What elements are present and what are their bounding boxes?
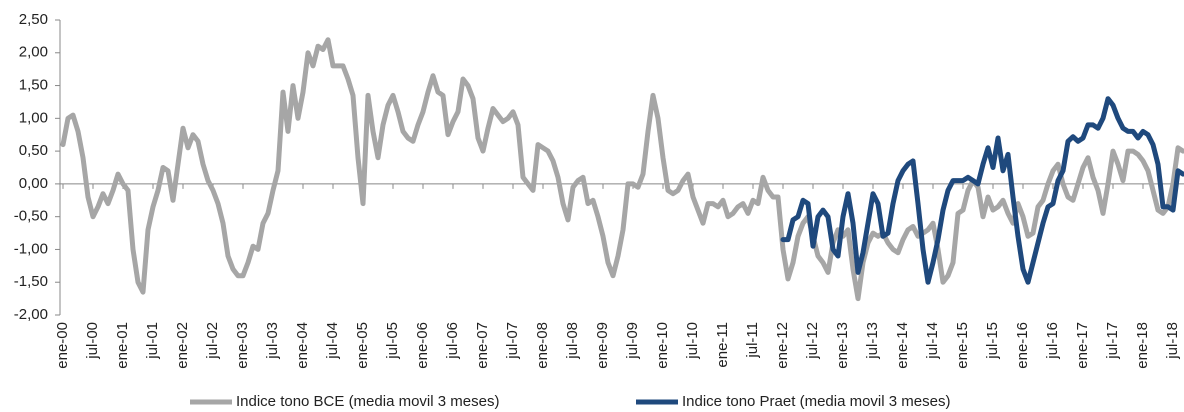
- x-tick-label: jul-12: [804, 322, 821, 360]
- x-tick-label: ene-04: [294, 322, 311, 369]
- x-tick-label: jul-00: [84, 322, 101, 360]
- x-tick-label: ene-18: [1134, 322, 1151, 369]
- x-tick-label: ene-00: [54, 322, 71, 369]
- x-tick-label: jul-01: [144, 322, 161, 360]
- series-line: [60, 37, 1184, 302]
- x-tick-label: ene-15: [954, 322, 971, 369]
- x-tick-label: jul-11: [744, 322, 761, 359]
- x-tick-label: jul-13: [864, 322, 881, 360]
- x-tick-label: jul-03: [264, 322, 281, 360]
- y-tick-label: -2,00: [14, 306, 48, 323]
- x-tick-label: ene-11: [714, 322, 731, 368]
- x-tick-label: ene-09: [594, 322, 611, 369]
- y-tick-label: 1,50: [19, 77, 48, 94]
- y-tick-label: 0,50: [19, 142, 48, 159]
- x-tick-label: jul-14: [924, 322, 941, 360]
- y-tick-label: -0,50: [14, 208, 48, 225]
- y-tick-label: 1,00: [19, 109, 48, 126]
- x-tick-label: ene-08: [534, 322, 551, 369]
- legend-label: Indice tono BCE (media movil 3 meses): [236, 393, 499, 410]
- x-tick-label: jul-09: [624, 322, 641, 360]
- x-tick-label: jul-15: [984, 322, 1001, 360]
- x-tick-label: jul-06: [444, 322, 461, 360]
- x-tick-label: jul-10: [684, 322, 701, 360]
- x-tick-label: ene-12: [774, 322, 791, 369]
- x-tick-label: jul-05: [384, 322, 401, 360]
- x-tick-label: jul-02: [204, 322, 221, 360]
- legend-label: Indice tono Praet (media movil 3 meses): [682, 393, 950, 410]
- x-tick-label: ene-07: [474, 322, 491, 369]
- x-tick-label: jul-16: [1044, 322, 1061, 360]
- x-tick-label: jul-17: [1104, 322, 1121, 360]
- x-tick-label: ene-05: [354, 322, 371, 369]
- x-tick-label: ene-03: [234, 322, 251, 369]
- x-tick-label: ene-01: [114, 322, 131, 369]
- x-tick-label: jul-18: [1164, 322, 1181, 360]
- x-tick-label: ene-02: [174, 322, 191, 369]
- y-tick-label: -1,00: [14, 240, 48, 257]
- x-tick-label: jul-08: [564, 322, 581, 360]
- x-tick-label: ene-10: [654, 322, 671, 369]
- x-tick-label: jul-07: [504, 322, 521, 360]
- y-tick-label: -1,50: [14, 273, 48, 290]
- x-tick-label: ene-17: [1074, 322, 1091, 369]
- y-tick-label: 0,00: [19, 175, 48, 192]
- y-tick-label: 2,00: [19, 44, 48, 61]
- y-tick-label: 2,50: [19, 11, 48, 28]
- x-tick-label: ene-14: [894, 322, 911, 369]
- x-tick-label: ene-16: [1014, 322, 1031, 369]
- x-tick-label: ene-06: [414, 322, 431, 369]
- series-line: [780, 96, 1184, 285]
- x-tick-label: ene-13: [834, 322, 851, 369]
- x-tick-label: jul-04: [324, 322, 341, 360]
